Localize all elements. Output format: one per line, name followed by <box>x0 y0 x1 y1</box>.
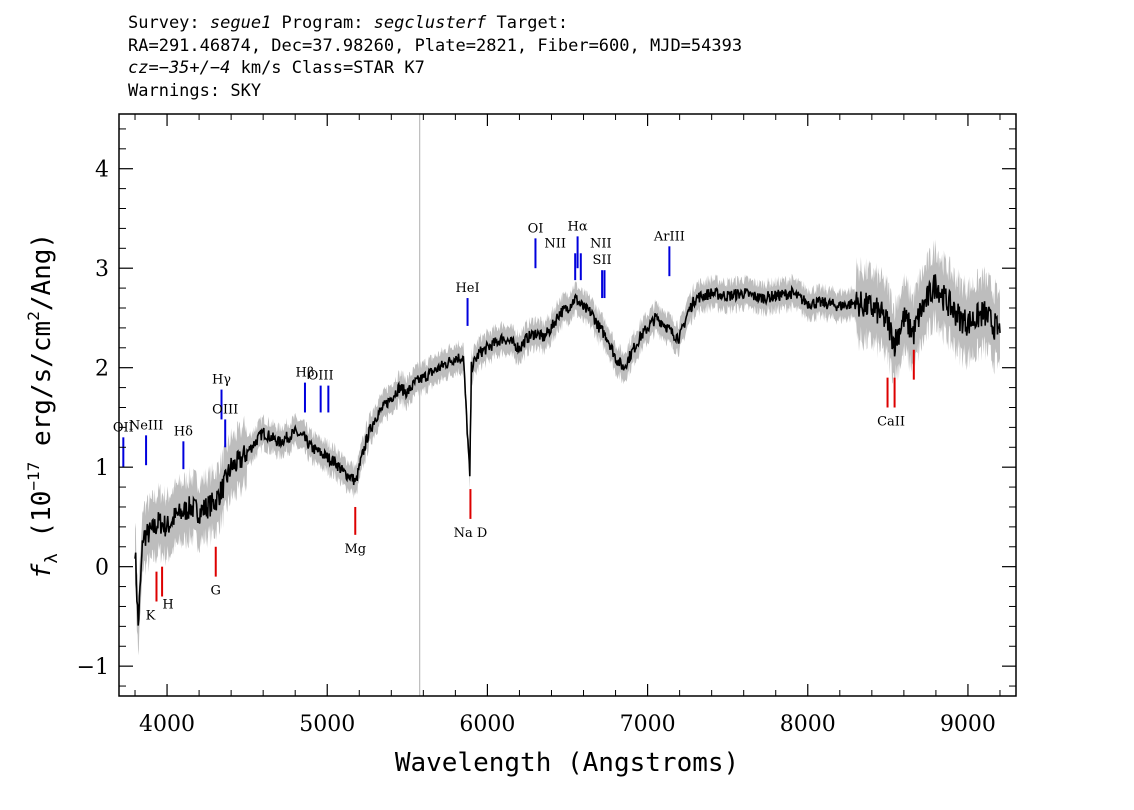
emission-line-label: Hγ <box>212 373 231 388</box>
emission-line-label: NeIII <box>129 418 163 433</box>
x-tick-label: 9000 <box>940 712 996 737</box>
x-tick-label: 4000 <box>139 712 195 737</box>
survey-name: segue1 <box>209 13 272 33</box>
class-text: km/s Class=STAR K7 <box>230 58 425 78</box>
absorption-line-label: K <box>146 608 156 623</box>
survey-prefix: Survey: <box>128 13 210 33</box>
emission-line-label: Hδ <box>174 424 193 439</box>
emission-line-label: NII <box>590 236 612 251</box>
y-axis-title: fλ (10−17 erg/s/cm2/Ang) <box>24 233 62 579</box>
emission-line-label: SII <box>593 253 612 268</box>
x-tick-label: 8000 <box>780 712 836 737</box>
absorption-line-label: Mg <box>344 542 366 557</box>
y-tick-label: 0 <box>95 556 109 581</box>
y-tick-label: −1 <box>77 655 109 680</box>
program-prefix: Program: <box>271 13 374 33</box>
emission-line-label: ArIII <box>653 229 685 244</box>
header-line-3: cz=−35+/−4 km/s Class=STAR K7 <box>128 57 742 80</box>
flux-line <box>134 274 1001 626</box>
emission-line-label: HeI <box>455 281 479 296</box>
header-line-2: RA=291.46874, Dec=37.98260, Plate=2821, … <box>128 35 743 56</box>
emission-line-label: OIII <box>212 402 238 417</box>
absorption-line-label: G <box>211 584 221 599</box>
flux-layer <box>134 274 1001 626</box>
header-line-4: Warnings: SKY <box>128 80 262 101</box>
header-line-1: Survey: segue1 Program: segclusterf Targ… <box>128 12 742 35</box>
emission-line-label: Hα <box>568 219 588 234</box>
absorption-line-label: H <box>162 598 173 613</box>
redshift-value: cz=−35+/−4 <box>128 58 231 78</box>
target-label: Target: <box>486 13 569 33</box>
absorption-line-label: Na D <box>454 526 488 541</box>
axis-ticks: 4000 5000 6000 7000 8000 9000 −1 0 1 2 3 4 <box>77 114 1016 737</box>
emission-line-label: OIII <box>308 369 334 384</box>
x-tick-label: 5000 <box>299 712 355 737</box>
emission-line-label: Hβ <box>296 366 315 381</box>
x-tick-label: 7000 <box>620 712 676 737</box>
program-name: segclusterf <box>373 13 487 33</box>
y-tick-label: 3 <box>95 257 109 282</box>
plot-frame <box>118 113 1017 697</box>
y-tick-label: 1 <box>95 456 109 481</box>
spectrum-header: Survey: segue1 Program: segclusterf Targ… <box>128 12 742 102</box>
y-tick-label: 2 <box>95 357 109 382</box>
absorption-line-label: CaII <box>877 414 905 429</box>
x-tick-label: 6000 <box>459 712 515 737</box>
x-axis-title: Wavelength (Angstroms) <box>395 748 739 778</box>
y-tick-label: 4 <box>95 158 109 183</box>
emission-line-label: OI <box>528 221 544 236</box>
emission-line-label: NII <box>544 236 566 251</box>
